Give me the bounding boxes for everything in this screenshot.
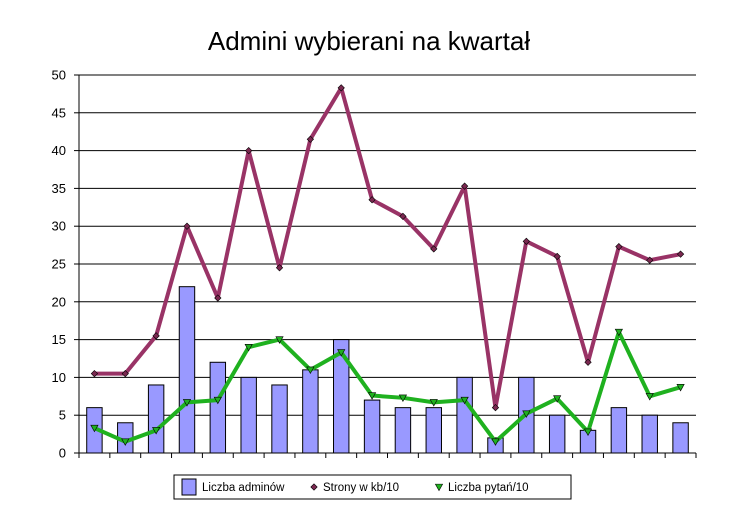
data-point bbox=[337, 349, 346, 357]
legend-label: Strony w kb/10 bbox=[323, 482, 399, 494]
legend-swatch bbox=[181, 478, 197, 496]
data-point bbox=[337, 84, 345, 92]
series-line bbox=[92, 85, 683, 410]
data-point bbox=[553, 395, 562, 403]
data-point bbox=[213, 396, 222, 405]
bar bbox=[610, 407, 628, 454]
data-point bbox=[368, 196, 376, 204]
legend-marker bbox=[310, 483, 318, 491]
legend-label: Liczba pytań/10 bbox=[448, 482, 529, 494]
bar bbox=[672, 422, 689, 454]
legend-label: Liczba adminów bbox=[202, 482, 285, 494]
bar bbox=[363, 399, 381, 454]
data-point bbox=[367, 392, 377, 400]
axes bbox=[74, 74, 697, 458]
y-tick-label: 25 bbox=[52, 257, 66, 272]
data-point bbox=[90, 369, 99, 378]
bar bbox=[178, 286, 196, 454]
y-tick-label: 35 bbox=[52, 181, 66, 196]
data-point bbox=[615, 242, 623, 251]
data-point bbox=[214, 294, 222, 302]
data-point bbox=[430, 245, 438, 253]
y-tick-labels: 0 5 10 15 20 25 30 35 40 45 50 bbox=[52, 68, 66, 461]
data-point bbox=[646, 256, 654, 264]
data-point bbox=[121, 438, 130, 446]
data-point bbox=[399, 212, 407, 220]
y-tick-label: 50 bbox=[52, 68, 66, 83]
legend-box bbox=[173, 474, 572, 500]
bar bbox=[209, 361, 227, 454]
bar bbox=[641, 414, 658, 454]
data-point bbox=[275, 264, 284, 272]
y-tick-label: 30 bbox=[52, 219, 66, 234]
data-point bbox=[275, 336, 284, 344]
data-point bbox=[583, 428, 593, 437]
bar bbox=[548, 414, 566, 454]
data-point bbox=[306, 366, 315, 375]
bar-series bbox=[86, 286, 689, 454]
data-point bbox=[90, 424, 99, 433]
y-tick-label: 10 bbox=[52, 370, 66, 385]
y-tick-label: 0 bbox=[59, 446, 66, 461]
data-point bbox=[152, 427, 161, 435]
data-point bbox=[121, 369, 129, 378]
data-point bbox=[460, 396, 469, 405]
data-point bbox=[245, 146, 253, 155]
data-point bbox=[614, 328, 623, 337]
chart-title: Admini wybierani na kwartał bbox=[208, 26, 530, 56]
y-tick-label: 45 bbox=[52, 105, 66, 120]
y-tick-label: 40 bbox=[52, 143, 66, 158]
bar bbox=[147, 384, 165, 454]
data-point bbox=[676, 250, 685, 258]
series-line bbox=[92, 330, 683, 444]
data-point bbox=[491, 404, 500, 412]
bar bbox=[456, 376, 473, 454]
data-point bbox=[461, 182, 469, 190]
data-point bbox=[584, 358, 592, 366]
legend-marker bbox=[434, 483, 444, 492]
data-point bbox=[645, 393, 654, 401]
data-point bbox=[522, 410, 531, 418]
data-point bbox=[244, 343, 253, 352]
data-point bbox=[183, 222, 191, 230]
data-point bbox=[429, 399, 438, 407]
data-point bbox=[306, 135, 314, 143]
line-series bbox=[90, 84, 685, 446]
data-point bbox=[553, 252, 561, 261]
data-point bbox=[398, 394, 408, 403]
y-tick-label: 15 bbox=[52, 332, 66, 347]
legend: Liczba adminów Strony w kb/10 Liczba pytań… bbox=[173, 474, 572, 500]
bar bbox=[302, 369, 319, 454]
bar bbox=[271, 384, 288, 454]
gridlines bbox=[79, 74, 696, 416]
bar bbox=[394, 407, 412, 454]
data-point bbox=[522, 237, 530, 245]
bar bbox=[425, 407, 442, 454]
bar bbox=[240, 376, 257, 454]
data-point bbox=[182, 399, 192, 407]
data-point bbox=[491, 438, 500, 446]
y-tick-label: 20 bbox=[52, 294, 66, 309]
data-point bbox=[152, 332, 160, 340]
y-tick-label: 5 bbox=[59, 408, 66, 423]
data-point bbox=[676, 384, 685, 392]
